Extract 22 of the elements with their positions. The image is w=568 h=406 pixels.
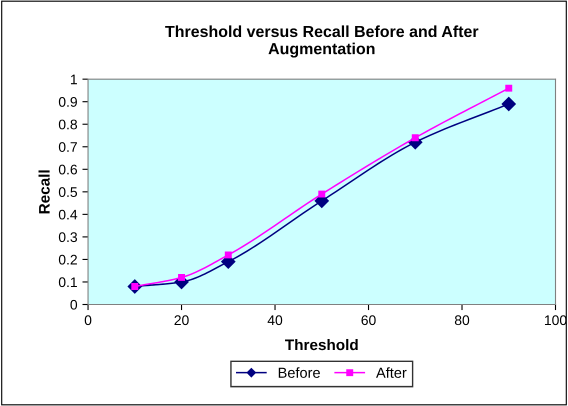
x-tick-label: 0 [84, 315, 92, 326]
y-axis-title: Recall [38, 170, 50, 214]
y-tick-label: 0.7 [58, 142, 77, 152]
y-tick-label: 0.3 [58, 232, 78, 242]
y-tick-label: 0.2 [58, 254, 77, 265]
x-tick-label: 20 [174, 315, 189, 326]
chart-title: Threshold versus Recall Before and After Augmentation [165, 25, 478, 58]
x-tick-label: 40 [268, 315, 282, 326]
y-tick-label: 0 [70, 300, 78, 310]
x-tick-label: 60 [362, 315, 376, 326]
y-tick-label: 0.5 [58, 187, 78, 198]
x-tick-label: 80 [454, 315, 470, 326]
y-tick-label: 0.8 [58, 120, 78, 130]
legend-label: After [376, 367, 407, 378]
y-tick-label: 0.1 [58, 277, 77, 288]
y-tick-label: 0.6 [58, 164, 78, 174]
y-tick-label: 0.9 [58, 97, 77, 107]
y-tick-label: 0.4 [58, 210, 78, 220]
y-tick-label: 1 [70, 74, 77, 84]
legend-label: Before [278, 367, 320, 378]
x-tick-label: 100 [544, 315, 567, 326]
x-axis-title: Threshold [285, 338, 358, 350]
